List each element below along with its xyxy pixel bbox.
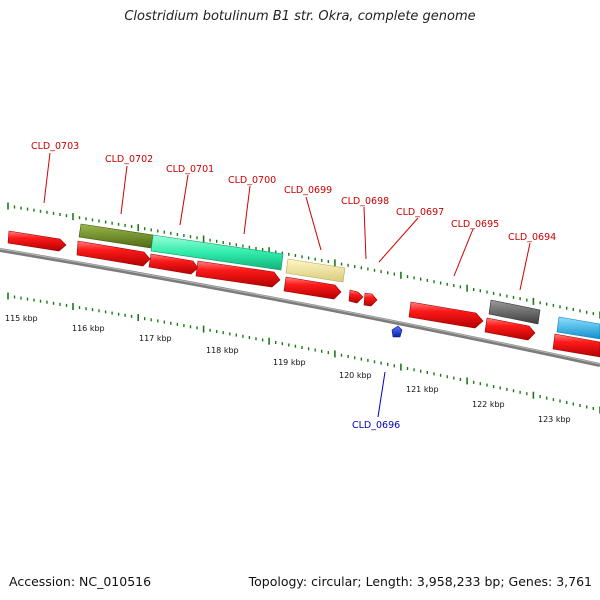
scale-label-122: 122 kbp xyxy=(472,400,505,409)
label-leader-lines xyxy=(43,152,531,291)
scale-label-120: 120 kbp xyxy=(339,371,372,380)
gene-arrow-cld-0702 xyxy=(76,240,151,267)
accession-text: Accession: NC_010516 xyxy=(9,574,152,589)
forward-scale-ticks xyxy=(7,202,600,319)
upper-gene-row xyxy=(7,223,600,340)
gene-label-cld-0703: CLD_0703 xyxy=(31,141,79,152)
gene-arrow-cld-0694 xyxy=(484,317,536,341)
gene-arrow-edge xyxy=(552,333,600,358)
map-title: Clostridium botulinum B1 str. Okra, comp… xyxy=(124,9,476,24)
gene-block-sky xyxy=(556,316,600,340)
genome-backbone-highlight xyxy=(0,248,600,365)
gene-label-cld-0696: CLD_0696 xyxy=(352,420,400,431)
scale-label-117: 117 kbp xyxy=(139,334,172,343)
gene-arrow-cld-0695 xyxy=(408,301,484,329)
gene-arrow-cld-0696 xyxy=(391,325,403,338)
reverse-scale-ticks xyxy=(7,292,600,414)
gene-block-teal xyxy=(150,234,284,271)
leader-cld-0694 xyxy=(519,242,531,291)
genome-backbone xyxy=(0,248,600,367)
leader-cld-0696 xyxy=(377,371,386,418)
gene-arrow-cld-0703 xyxy=(7,230,67,252)
gene-label-cld-0697: CLD_0697 xyxy=(396,207,444,218)
gene-label-cld-0700: CLD_0700 xyxy=(228,175,276,186)
gene-arrow-cld-0701 xyxy=(148,253,199,275)
gene-block-olive xyxy=(78,223,154,249)
scale-label-121: 121 kbp xyxy=(406,385,439,394)
scale-label-123: 123 kbp xyxy=(538,415,571,424)
gene-arrow-cld-0699 xyxy=(283,276,342,300)
leader-cld-0703 xyxy=(43,152,51,204)
scale-label-115: 115 kbp xyxy=(5,314,38,323)
gene-label-cld-0695: CLD_0695 xyxy=(451,219,499,230)
leader-cld-0701 xyxy=(179,174,189,226)
gene-arrow-cld-0700 xyxy=(195,260,281,288)
gene-label-cld-0698: CLD_0698 xyxy=(341,196,389,207)
scale-label-118: 118 kbp xyxy=(206,346,239,355)
gene-label-cld-0699: CLD_0699 xyxy=(284,185,332,196)
genome-summary-text: Topology: circular; Length: 3,958,233 bp… xyxy=(248,574,592,589)
leader-cld-0698 xyxy=(363,206,367,260)
gene-block-gray xyxy=(488,299,541,325)
gene-label-cld-0694: CLD_0694 xyxy=(508,232,556,243)
gene-labels: CLD_0703 CLD_0702 CLD_0701 CLD_0700 CLD_… xyxy=(31,141,556,431)
leader-cld-0697 xyxy=(378,217,419,263)
scale-labels: 115 kbp 116 kbp 117 kbp 118 kbp 119 kbp … xyxy=(5,314,571,424)
scale-label-119: 119 kbp xyxy=(273,358,306,367)
gene-arrow-cld-0697 xyxy=(363,292,378,307)
leader-cld-0702 xyxy=(120,165,128,215)
leader-cld-0700 xyxy=(243,185,251,235)
gene-block-khaki xyxy=(285,258,346,283)
leader-cld-0699 xyxy=(305,196,322,251)
gene-label-cld-0701: CLD_0701 xyxy=(166,164,214,175)
lower-gene-row xyxy=(76,240,600,358)
gene-label-cld-0702: CLD_0702 xyxy=(105,154,153,165)
leader-cld-0695 xyxy=(453,228,474,277)
scale-label-116: 116 kbp xyxy=(72,324,105,333)
gene-arrow-cld-0698 xyxy=(348,289,364,304)
